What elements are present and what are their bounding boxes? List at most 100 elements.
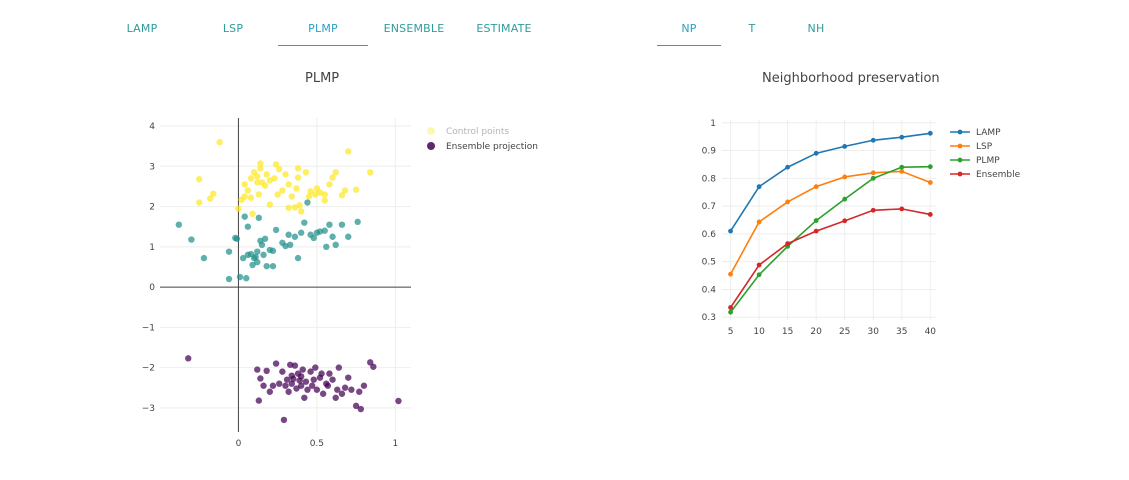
series-point-ensemble <box>899 206 905 212</box>
line-y-tick-label: 0.8 <box>702 174 717 184</box>
scatter-point <box>341 187 349 194</box>
tab-lsp[interactable]: LSP <box>222 22 244 35</box>
line-x-tick-label: 15 <box>782 327 793 337</box>
scatter-legend-marker <box>427 142 435 150</box>
scatter-point <box>348 386 355 393</box>
scatter-y-tick-label: 1 <box>149 243 155 253</box>
scatter-point <box>276 165 283 173</box>
scatter-point <box>302 378 310 385</box>
scatter-point <box>269 247 277 255</box>
scatter-point <box>313 386 321 393</box>
scatter-point <box>287 241 294 249</box>
series-point-lamp <box>899 134 905 140</box>
scatter-point <box>296 202 303 209</box>
scatter-point <box>310 234 317 242</box>
series-point-lsp <box>813 184 819 190</box>
scatter-point <box>261 182 269 189</box>
tab-t[interactable]: T <box>748 22 756 35</box>
line-x-tick-label: 25 <box>839 327 850 337</box>
line-y-tick-label: 0.7 <box>702 202 716 212</box>
scatter-legend-marker <box>427 127 435 135</box>
scatter-point <box>294 174 302 181</box>
scatter-point <box>285 204 292 211</box>
scatter-point <box>345 148 352 155</box>
series-point-ensemble <box>728 305 733 310</box>
scatter-point <box>249 261 256 269</box>
tab-np[interactable]: NP <box>657 12 721 46</box>
scatter-point <box>293 185 300 192</box>
scatter-point <box>254 258 261 266</box>
series-point-plmp <box>756 272 762 278</box>
scatter-point <box>185 355 192 362</box>
tab-estimate[interactable]: ESTIMATE <box>476 22 532 35</box>
scatter-point <box>196 175 203 183</box>
scatter-point <box>236 273 244 281</box>
series-line-plmp <box>729 165 931 313</box>
scatter-point <box>293 385 300 392</box>
scatter-point <box>334 386 341 393</box>
line-y-tick-label: 0.9 <box>702 147 717 157</box>
series-point-lamp <box>756 184 762 190</box>
scatter-point <box>254 173 261 180</box>
scatter-point <box>280 416 288 424</box>
tab-lamp[interactable]: LAMP <box>126 22 158 35</box>
tab-nh[interactable]: NH <box>807 22 825 35</box>
scatter-point <box>261 235 269 242</box>
scatter-point <box>272 161 280 168</box>
scatter-point <box>345 374 352 381</box>
series-line-ensemble <box>729 208 931 308</box>
scatter-point <box>352 402 360 410</box>
series-point-plmp <box>813 218 819 223</box>
scatter-point <box>244 187 252 194</box>
series-line-lamp <box>729 132 931 232</box>
scatter-point <box>254 248 261 255</box>
scatter-point <box>354 218 361 226</box>
line-legend-label: PLMP <box>976 156 1000 166</box>
tab-plmp[interactable]: PLMP <box>278 12 368 46</box>
scatter-point <box>269 382 277 389</box>
series-point-lsp <box>785 199 791 205</box>
scatter-point <box>272 226 280 234</box>
series-point-lamp <box>842 143 848 149</box>
scatter-point <box>316 228 324 235</box>
line-y-tick-label: 0.5 <box>702 258 716 268</box>
scatter-point <box>338 390 346 397</box>
scatter-point <box>258 241 266 249</box>
series-point-plmp <box>728 309 733 315</box>
scatter-point <box>247 194 255 201</box>
scatter-point <box>225 248 233 255</box>
scatter-point <box>367 169 374 176</box>
scatter-point <box>321 197 328 204</box>
scatter-point <box>175 221 183 228</box>
series-point-lsp <box>927 180 933 185</box>
scatter-point <box>329 376 336 383</box>
line-legend-label: LAMP <box>976 128 1001 138</box>
scatter-point <box>260 251 267 259</box>
series-point-plmp <box>899 164 905 170</box>
scatter-point <box>310 376 317 383</box>
scatter-point <box>239 254 247 262</box>
series-point-ensemble <box>870 207 876 213</box>
scatter-point <box>269 262 277 270</box>
scatter-point <box>288 372 295 379</box>
scatter-point <box>249 210 256 218</box>
series-point-lamp <box>785 164 791 170</box>
scatter-point <box>326 221 333 228</box>
series-point-lsp <box>842 174 848 180</box>
line-x-tick-label: 30 <box>868 327 880 337</box>
line-legend-label: LSP <box>976 142 993 152</box>
scatter-point <box>255 397 263 404</box>
scatter-point <box>285 388 292 395</box>
scatter-y-tick-label: −1 <box>142 323 155 333</box>
series-point-lamp <box>813 150 819 156</box>
tab-ensemble[interactable]: ENSEMBLE <box>383 22 445 35</box>
scatter-point <box>279 368 286 375</box>
line-y-tick-label: 0.4 <box>702 285 717 295</box>
line-x-tick-label: 35 <box>896 327 907 337</box>
scatter-point <box>335 364 343 371</box>
scatter-point <box>318 370 325 377</box>
scatter-point <box>243 275 250 282</box>
series-point-ensemble <box>927 212 933 217</box>
scatter-x-tick-label: 0.5 <box>310 439 324 449</box>
